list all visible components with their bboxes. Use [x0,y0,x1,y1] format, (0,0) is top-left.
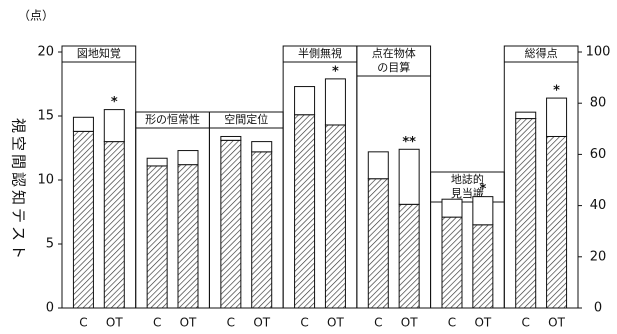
bar-segment [546,135,568,309]
group-label: 空間定位 [224,112,268,126]
significance-label: * [479,182,486,197]
y-axis-label: 視空間認知テスト [10,118,28,262]
bar-segment [515,111,537,120]
y2-tick-label: 60 [590,147,607,162]
y2-tick-label: 40 [590,198,607,213]
bar-segment [251,141,273,153]
group-label: 図地知覚 [77,46,121,60]
bar-segment [546,97,568,137]
x-tick-label: C [522,316,530,330]
group-label: 点在物体 [372,46,416,60]
x-tick-label: OT [180,316,197,330]
bar-segment [72,116,94,132]
x-tick-label: C [448,316,456,330]
y-tick-label: 0 [46,301,54,316]
x-tick-label: OT [401,316,418,330]
group-label: 地誌的 [451,172,484,186]
significance-label: ** [402,135,416,150]
bar-segment [294,86,316,116]
unit-label: （点） [18,9,54,23]
x-tick-label: C [79,316,87,330]
x-tick-label: C [300,316,308,330]
bar-segment [146,165,168,309]
y2-tick-label: 0 [594,301,602,316]
x-tick-label: OT [327,316,344,330]
bar-segment [146,157,168,167]
group-label: 形の恒常性 [145,112,200,126]
x-tick-label: OT [106,316,123,330]
bar-segment [367,151,389,180]
y2-tick-label: 80 [590,96,607,111]
bar-segment [103,109,125,143]
y-tick-label: 5 [46,237,54,252]
group-box [503,45,579,309]
bar-segment [398,203,420,309]
significance-label: * [111,95,118,110]
x-tick-label: OT [548,316,565,330]
bar-segment [472,224,494,309]
significance-label: * [553,84,560,99]
bar-segment [398,148,420,205]
x-tick-label: C [227,316,235,330]
x-tick-label: OT [474,316,491,330]
bar-segment [294,114,316,309]
bar-segment [472,196,494,226]
bar-segment [324,78,346,126]
bar-segment [324,124,346,309]
x-tick-label: C [374,316,382,330]
group-label: 半側無視 [298,46,342,60]
bar-segment [515,118,537,309]
bar-segment [441,216,463,309]
x-tick-label: C [153,316,161,330]
bar-segment [220,135,242,141]
bar-segment [441,198,463,218]
group-label: 総得点 [525,46,558,60]
bar-segment [103,141,125,309]
y2-tick-label: 20 [590,249,607,264]
bar-segment [367,178,389,309]
bar-segment [220,139,242,309]
bar-segment [177,150,199,166]
y-tick-label: 10 [37,173,54,188]
significance-label: * [332,64,339,79]
bar-segment [177,164,199,309]
x-tick-label: OT [253,316,270,330]
y2-tick-label: 100 [586,45,611,60]
y-tick-label: 20 [37,45,54,60]
group-label: の目算 [377,60,410,74]
y-tick-label: 15 [37,109,54,124]
bar-segment [251,151,273,309]
bar-segment [72,130,94,309]
